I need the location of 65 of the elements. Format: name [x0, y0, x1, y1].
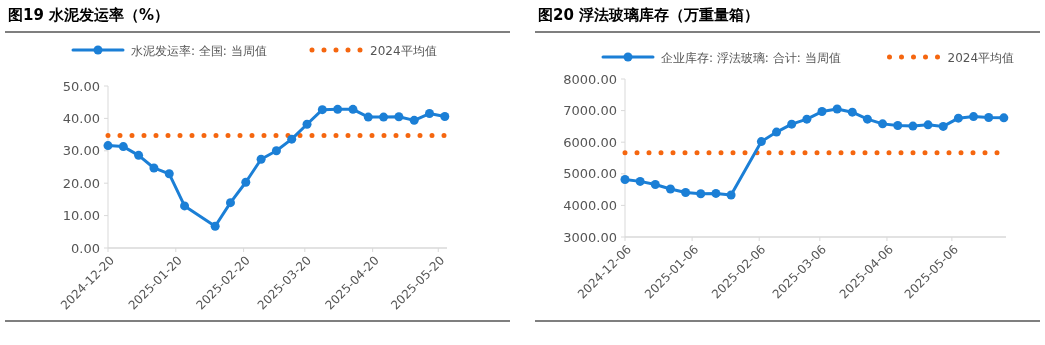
point [225, 198, 235, 208]
point [210, 221, 220, 231]
point [440, 111, 450, 121]
point [287, 134, 297, 144]
point [938, 121, 948, 131]
legend-label: 水泥发运率: 全国: 当周值 [131, 43, 267, 58]
point [726, 190, 736, 200]
point [832, 104, 842, 114]
point [333, 104, 343, 114]
point [984, 113, 994, 123]
point [665, 184, 675, 194]
point [711, 188, 721, 198]
point [103, 141, 113, 151]
point [180, 201, 190, 211]
legend-label: 企业库存: 浮法玻璃: 合计: 当周值 [661, 50, 841, 65]
point [862, 114, 872, 124]
y-tick-label: 7000.00 [563, 103, 617, 119]
chart-title: 图20 浮法玻璃库存（万重量箱） [538, 6, 760, 24]
point [772, 127, 782, 137]
point [134, 150, 144, 160]
legend-label: 2024平均值 [947, 50, 1015, 65]
y-tick-label: 3000.00 [563, 229, 617, 245]
y-tick-label: 8000.00 [563, 71, 617, 87]
point [241, 177, 251, 187]
legend-label: 2024平均值 [370, 43, 437, 58]
point [923, 120, 933, 130]
point [164, 169, 174, 179]
point [409, 115, 419, 125]
point [317, 105, 327, 115]
y-tick-label: 6000.00 [563, 134, 617, 150]
point [847, 107, 857, 117]
point [118, 142, 128, 152]
point [394, 112, 404, 122]
point [696, 189, 706, 199]
y-tick-label: 30.00 [62, 143, 100, 159]
point [681, 187, 691, 197]
y-tick-label: 40.00 [62, 110, 100, 126]
point [256, 154, 266, 164]
point [802, 114, 812, 124]
point [817, 107, 827, 117]
point [878, 119, 888, 129]
y-tick-label: 4000.00 [563, 197, 617, 213]
y-tick-label: 20.00 [62, 175, 100, 191]
point [379, 112, 389, 122]
point [756, 137, 766, 147]
point [650, 180, 660, 190]
chart-title: 图19 水泥发运率（%） [8, 6, 170, 24]
point [620, 174, 630, 184]
point [953, 113, 963, 123]
point [348, 104, 358, 114]
point [363, 112, 373, 122]
y-tick-label: 50.00 [62, 78, 100, 94]
y-tick-label: 0.00 [71, 240, 100, 256]
point [787, 119, 797, 129]
point [999, 113, 1009, 123]
point [969, 112, 979, 122]
point [425, 109, 434, 119]
point [149, 163, 159, 173]
point [893, 120, 903, 130]
point [635, 176, 645, 186]
point [271, 146, 281, 156]
point [302, 119, 312, 129]
y-tick-label: 10.00 [62, 208, 100, 224]
point [908, 121, 918, 131]
y-tick-label: 5000.00 [563, 166, 617, 182]
